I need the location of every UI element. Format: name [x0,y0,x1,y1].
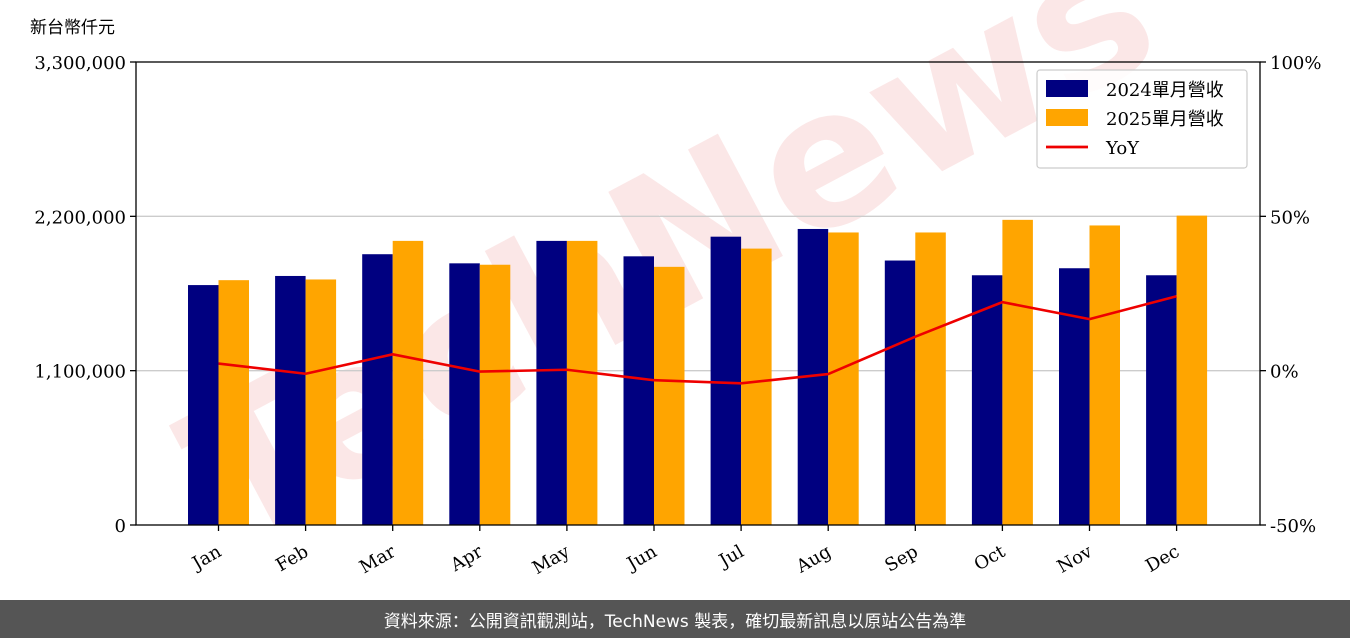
plot-frame [135,61,1261,526]
legend-label: YoY [1105,138,1140,159]
bar-2025-apr [479,264,511,525]
bar-2024-may [536,240,567,526]
x-tick-label-may: May [529,541,574,579]
bar-2024-sep [884,260,916,525]
left-axis: 0 1,100,000 2,200,000 3,300,000 [34,53,136,537]
bar-2024-oct [971,275,1003,525]
legend-box [1036,69,1248,169]
right-tick-label: 100% [1270,53,1321,74]
right-axis: -50% 0% 50% 100% [1260,53,1321,537]
bar-2025-aug [828,232,859,525]
right-tick-label: -50% [1270,516,1316,537]
bars [188,215,1208,526]
x-tick-label-aug: Aug [792,541,835,578]
x-tick-label-jul: Jul [714,541,748,573]
x-tick-label-oct: Oct [971,541,1010,576]
unit-label: 新台幣仟元 [30,18,115,38]
x-tick-label-jun: Jun [622,541,661,576]
bar-2024-jan [188,285,219,525]
right-tick-label: 50% [1270,207,1310,228]
footer-text: 資料來源：公開資訊觀測站，TechNews 製表，確切最新訊息以原站公告為準 [383,611,967,632]
bar-2025-sep [915,232,946,525]
left-tick-label: 0 [115,516,126,537]
x-tick-label-mar: Mar [356,541,400,578]
revenue-chart: TechNews 新台幣仟元 01,100,0002,200,0003,300,… [30,0,1321,588]
x-tick-label-sep: Sep [881,541,921,576]
bar-2025-feb [305,279,337,525]
left-tick-label: 3,300,000 [34,53,126,74]
footer-source-note: 資料來源：公開資訊觀測站，TechNews 製表，確切最新訊息以原站公告為準 [0,600,1350,638]
bar-2025-jan [218,280,249,525]
bar-2024-mar [362,254,393,525]
bar-2024-nov [1059,268,1090,525]
bar-2025-jun [654,266,685,525]
bar-2025-mar [392,240,424,526]
bar-2024-dec [1146,275,1177,525]
right-tick-label: 0% [1270,362,1299,383]
bar-2024-apr [449,263,480,525]
legend: 2024單月營收 2025單月營收 YoY [1036,69,1248,169]
bar-2024-feb [275,275,306,525]
bar-2025-may [566,240,598,526]
bar-2025-dec [1176,215,1208,525]
x-tick-label-apr: Apr [446,541,486,576]
yoy-line-layer [218,295,1177,385]
legend-swatch-2025 [1046,109,1088,126]
legend-swatch-2024 [1046,80,1088,97]
x-tick-label-jan: Jan [187,541,225,575]
yoy-line [218,295,1177,385]
legend-label: 2024單月營收 [1106,80,1224,101]
bar-2025-oct [1002,219,1033,525]
x-tick-label-dec: Dec [1142,541,1183,577]
left-tick-label: 2,200,000 [34,207,126,228]
left-tick-label: 1,100,000 [34,362,126,383]
bar-2024-jul [710,236,742,525]
bar-2024-jun [623,256,654,525]
bar-2025-nov [1089,225,1120,525]
x-tick-label-nov: Nov [1054,541,1097,578]
bar-2025-jul [741,248,772,525]
legend-label: 2025單月營收 [1106,109,1224,130]
